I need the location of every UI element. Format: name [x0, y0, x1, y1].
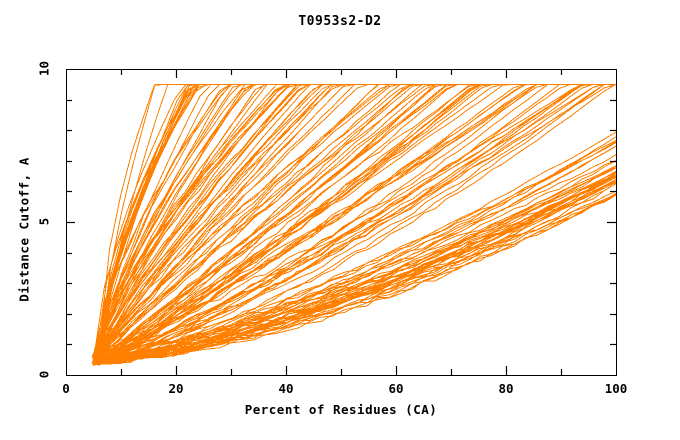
chart-title: T0953s2-D2 — [298, 14, 382, 29]
y-tick-label: 0 — [36, 370, 52, 379]
y-axis-title: Distance Cutoff, A — [16, 157, 32, 302]
x-tick-label: 60 — [388, 381, 404, 396]
x-tick-label: 80 — [498, 381, 514, 396]
x-tick-label: 0 — [62, 381, 70, 396]
x-tick-label: 20 — [168, 381, 184, 396]
y-tick-label: 5 — [36, 217, 52, 226]
data-curves — [91, 83, 617, 367]
y-tick-label: 10 — [36, 60, 52, 77]
x-tick-label: 100 — [604, 381, 628, 396]
x-axis-title: Percent of Residues (CA) — [244, 402, 438, 417]
x-tick-label: 40 — [278, 381, 294, 396]
axis-frame — [65, 68, 618, 377]
